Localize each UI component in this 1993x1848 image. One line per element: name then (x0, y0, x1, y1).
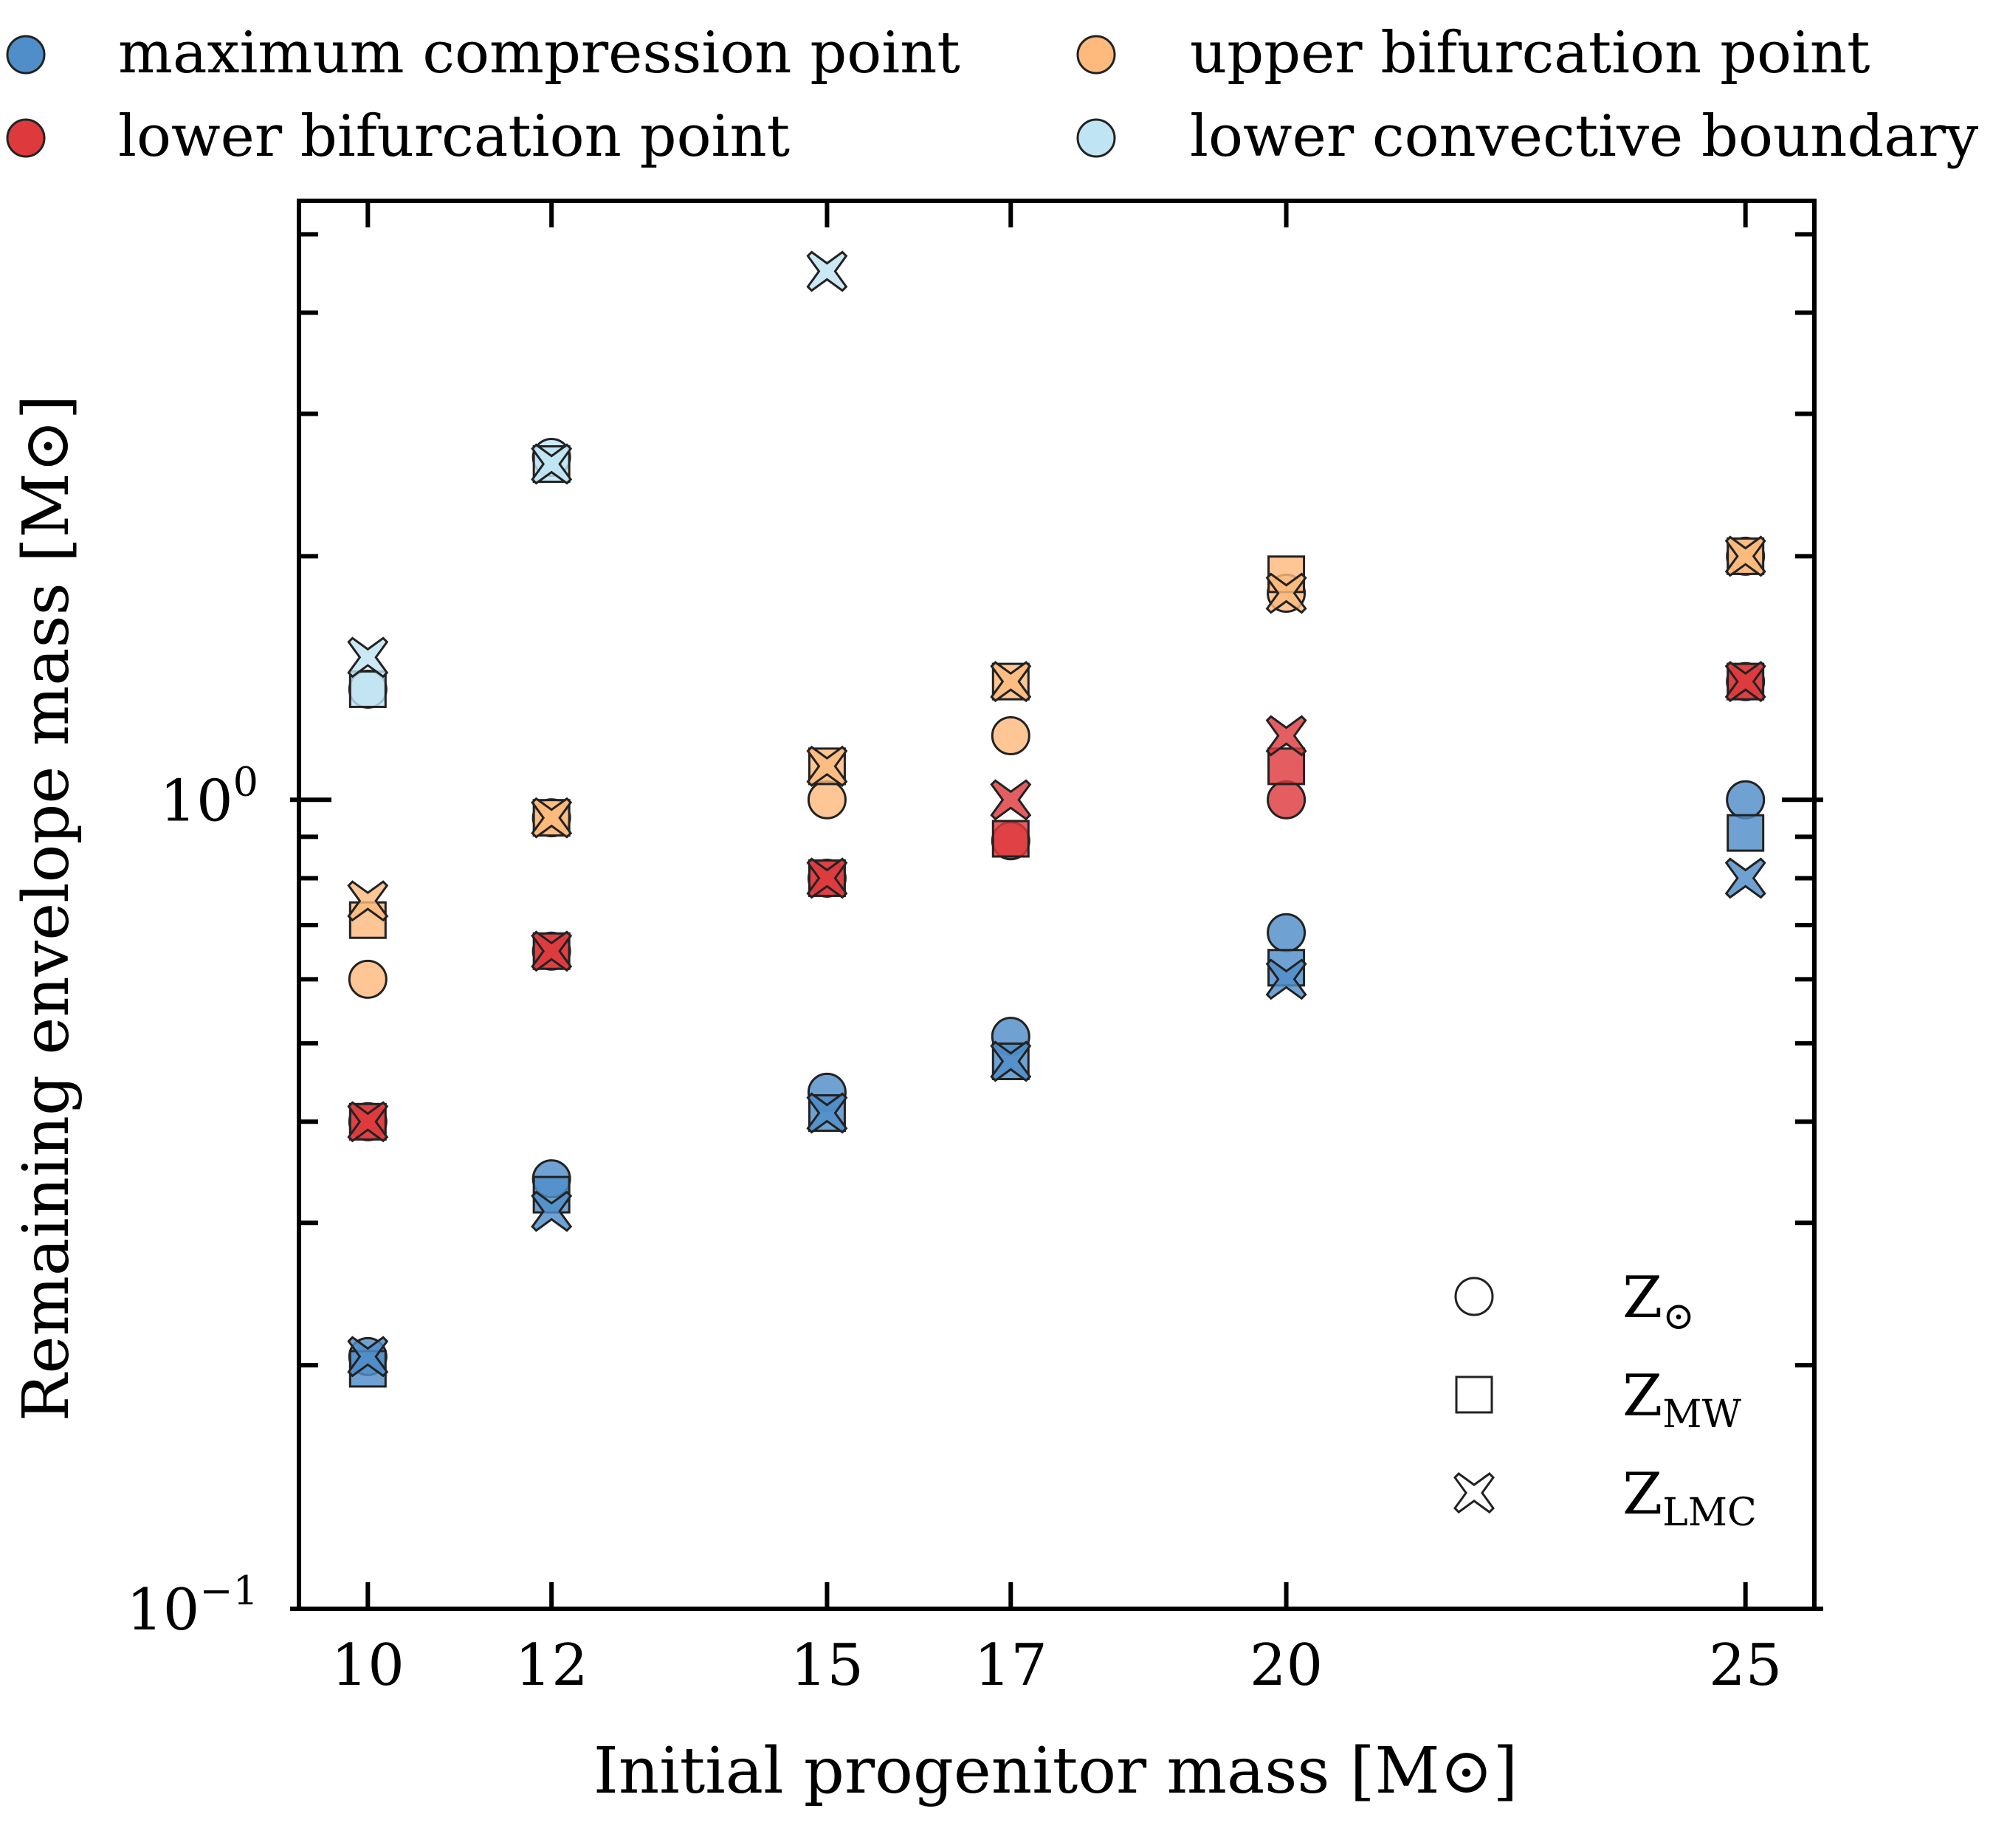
legend-shape-zlmc (1453, 1472, 1495, 1514)
series-legend: maximum compression point upper bifurcati… (6, 20, 1978, 170)
plot-markers (347, 250, 1766, 1388)
plot-frame (297, 199, 1817, 1611)
point-maximum-compression-point-20-zlmc (1265, 958, 1307, 1000)
point-lower-bifurcation-point-17-zmw (991, 820, 1030, 858)
point-lower-bifurcation-point-15-zlmc (806, 857, 848, 899)
point-upper-bifurcation-point-10-zlmc (347, 880, 389, 922)
y-tick-label-10-1: 100 (159, 758, 258, 834)
legend-label-maximum-compression-point: maximum compression point (118, 20, 960, 86)
point-upper-bifurcation-point-17-zsun (991, 715, 1030, 755)
legend-marker-lower-convective-boundary (1076, 118, 1116, 158)
tick-labels: 10 12 15 17 20 25 10−1 100 (126, 758, 1782, 1699)
point-lower-bifurcation-point-12-zlmc (531, 930, 573, 972)
point-lower-convective-boundary-15-zlmc (806, 250, 848, 292)
point-upper-bifurcation-point-20-zlmc (1265, 572, 1307, 614)
point-lower-convective-boundary-10-zlmc (347, 636, 389, 679)
legend-shape-zmw (1455, 1375, 1493, 1414)
point-upper-bifurcation-point-12-zlmc (531, 797, 573, 839)
point-maximum-compression-point-20-zsun (1267, 913, 1307, 952)
x-tick-label-15: 15 (791, 1632, 864, 1699)
y-tick-label-10-0-1: 10−1 (126, 1567, 258, 1643)
axis-ticks (290, 201, 1823, 1611)
marker-legend: Z⊙ ZMW ZLMC (1453, 1265, 1757, 1535)
x-tick-label-25: 25 (1709, 1632, 1782, 1699)
point-maximum-compression-point-10-zlmc (347, 1336, 389, 1378)
x-tick-label-10: 10 (331, 1632, 405, 1699)
point-upper-bifurcation-point-25-zlmc (1724, 535, 1766, 577)
legend-marker-maximum-compression-point (6, 35, 46, 75)
legend-label-upper-bifurcation-point: upper bifurcation point (1190, 20, 1870, 86)
legend-text-zsun: Z⊙ (1622, 1265, 1695, 1339)
point-upper-bifurcation-point-15-zsun (807, 780, 847, 820)
point-maximum-compression-point-17-zlmc (990, 1040, 1032, 1082)
legend-text-zmw: ZMW (1622, 1363, 1741, 1437)
legend-shape-zsun (1454, 1277, 1494, 1316)
point-lower-convective-boundary-10-zmw (348, 670, 387, 708)
point-maximum-compression-point-12-zlmc (531, 1190, 573, 1232)
point-maximum-compression-point-25-zlmc (1724, 857, 1766, 899)
x-axis-label: Initial progenitor mass [M⊙] (593, 1734, 1518, 1808)
point-lower-bifurcation-point-17-zlmc (990, 779, 1032, 821)
point-lower-convective-boundary-12-zlmc (531, 443, 573, 485)
x-tick-label-12: 12 (515, 1632, 588, 1699)
y-axis-label: Remaining envelope mass [M⊙] (10, 395, 83, 1422)
point-lower-bifurcation-point-20-zmw (1267, 747, 1306, 786)
point-lower-bifurcation-point-20-zlmc (1265, 715, 1307, 757)
point-maximum-compression-point-25-zsun (1726, 780, 1766, 820)
point-maximum-compression-point-15-zlmc (806, 1092, 848, 1134)
legend-label-lower-convective-boundary: lower convective boundary (1190, 103, 1978, 170)
legend-marker-upper-bifurcation-point (1076, 35, 1116, 75)
x-tick-label-20: 20 (1250, 1632, 1323, 1699)
x-tick-label-17: 17 (974, 1632, 1047, 1699)
legend-marker-lower-bifurcation-point (6, 118, 46, 158)
point-lower-bifurcation-point-20-zsun (1267, 780, 1307, 820)
point-upper-bifurcation-point-17-zlmc (990, 661, 1032, 703)
point-lower-bifurcation-point-10-zlmc (347, 1101, 389, 1143)
point-upper-bifurcation-point-10-zsun (348, 959, 388, 999)
legend-text-zlmc: ZLMC (1622, 1461, 1757, 1535)
point-upper-bifurcation-point-15-zlmc (806, 745, 848, 787)
legend-label-lower-bifurcation-point: lower bifurcation point (118, 103, 790, 170)
point-maximum-compression-point-25-zmw (1727, 814, 1765, 852)
point-lower-bifurcation-point-25-zlmc (1724, 661, 1766, 703)
